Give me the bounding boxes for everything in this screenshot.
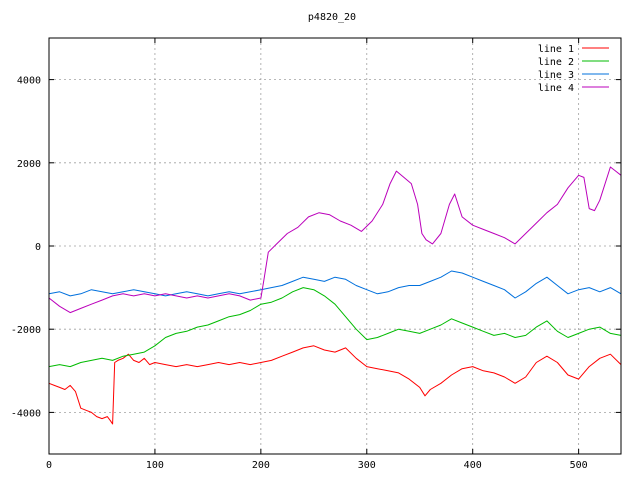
- x-tick-label: 0: [46, 460, 52, 471]
- plot-frame: [48, 37, 622, 455]
- grid: [49, 38, 621, 454]
- y-tick-label: 4000: [17, 76, 41, 87]
- x-tick-label: 200: [252, 460, 270, 471]
- legend-label-3: line 3: [538, 70, 574, 81]
- chart-title: p4820_20: [308, 12, 356, 23]
- x-tick-label: 100: [146, 460, 164, 471]
- y-tick-label: 0: [35, 242, 41, 253]
- legend-label-4: line 4: [538, 83, 574, 94]
- x-tick-label: 300: [358, 460, 376, 471]
- x-tick-label: 400: [464, 460, 482, 471]
- series-line-2: [48, 287, 622, 368]
- legend: line 1 line 2 line 3 line 4: [538, 44, 609, 94]
- axis-ticks: 0 100 200 300 400 500 -4000 -2000 0 2000 4000: [11, 38, 621, 471]
- y-tick-label: -2000: [11, 325, 41, 336]
- series-line-1: [48, 345, 622, 425]
- legend-label-1: line 1: [538, 44, 574, 55]
- series-line-3: [48, 270, 622, 299]
- x-tick-label: 500: [570, 460, 588, 471]
- legend-label-2: line 2: [538, 57, 574, 68]
- y-tick-label: -4000: [11, 408, 41, 419]
- series-line-4: [48, 166, 622, 314]
- y-tick-label: 2000: [17, 159, 41, 170]
- series-group: [48, 166, 622, 425]
